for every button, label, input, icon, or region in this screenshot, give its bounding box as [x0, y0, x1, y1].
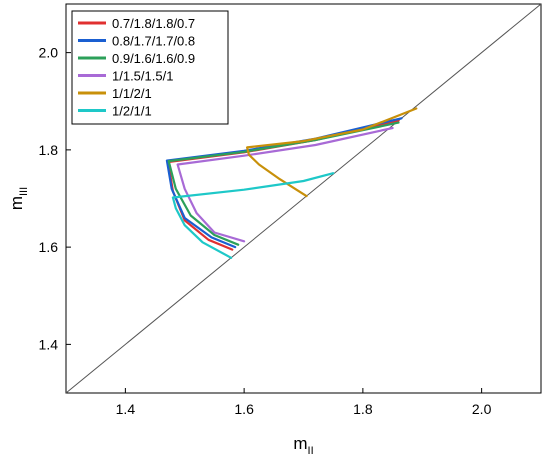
y-axis-title: mIII	[7, 187, 30, 210]
legend-label: 0.9/1.6/1.6/0.9	[112, 51, 195, 66]
axis-ticks: 1.4 1.6 1.8 2.0 1.4 1.6 1.8 2.0	[39, 45, 492, 417]
x-tick-label: 1.8	[353, 401, 373, 417]
legend: 0.7/1.8/1.8/0.7 0.8/1.7/1.7/0.8 0.9/1.6/1.…	[71, 10, 229, 125]
y-tick-label: 1.8	[39, 142, 59, 158]
series-line-6	[171, 172, 335, 259]
legend-label: 1/1/2/1	[112, 86, 152, 101]
x-tick-label: 1.4	[116, 401, 136, 417]
y-tick-label: 1.6	[39, 239, 59, 255]
data-series-group	[165, 107, 418, 259]
legend-box	[71, 10, 229, 125]
plot-frame	[65, 3, 542, 394]
legend-label: 0.7/1.8/1.8/0.7	[112, 16, 195, 31]
legend-label: 0.8/1.7/1.7/0.8	[112, 34, 195, 49]
x-tick-label: 1.6	[234, 401, 254, 417]
x-axis-title: mII	[293, 434, 313, 457]
y-tick-label: 1.4	[39, 336, 59, 352]
series-line-5	[246, 107, 418, 198]
plot-area-frame	[65, 3, 542, 394]
legend-label: 1/2/1/1	[112, 104, 152, 119]
series-line-4	[176, 126, 394, 243]
x-tick-label: 2.0	[472, 401, 492, 417]
legend-label: 1/1.5/1.5/1	[112, 69, 173, 84]
diagonal-line	[65, 3, 542, 394]
y-tick-label: 2.0	[39, 45, 59, 61]
